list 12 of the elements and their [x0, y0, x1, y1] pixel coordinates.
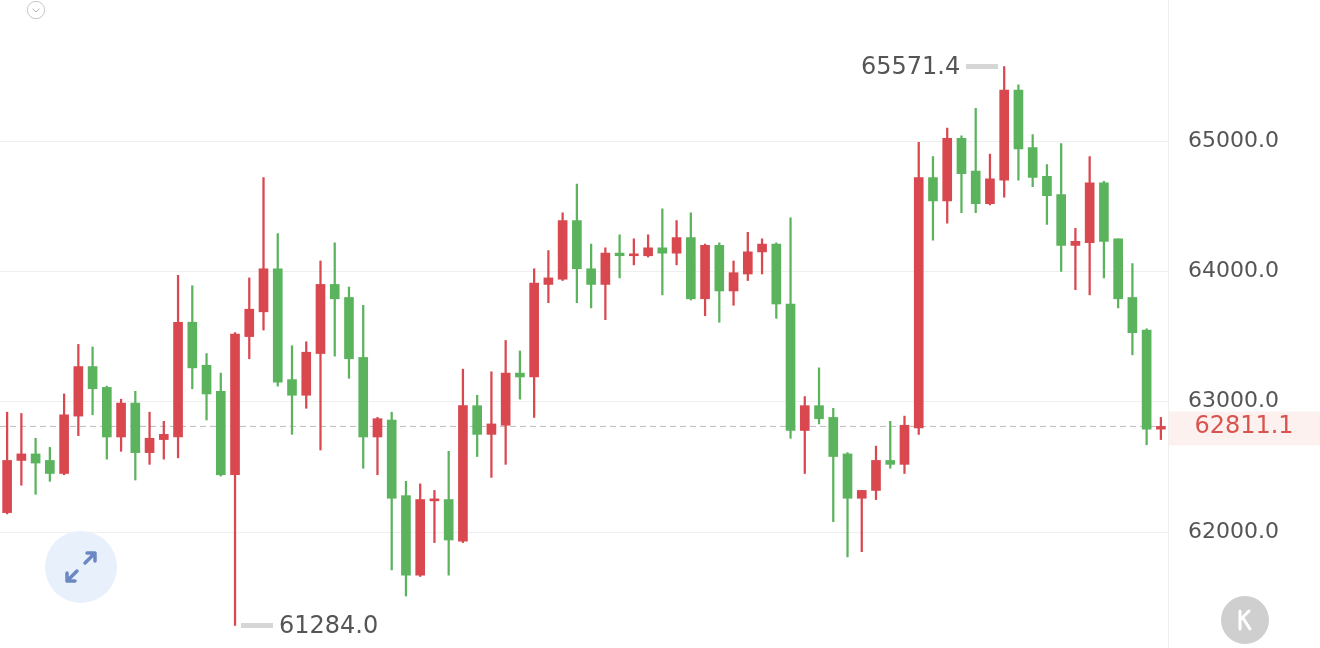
y-tick-label: 65000.0: [1188, 126, 1279, 152]
candlestick: [1070, 228, 1081, 290]
candlestick: [258, 177, 269, 331]
y-tick-label: 62000.0: [1188, 517, 1279, 543]
annotation: 61284.0: [279, 610, 379, 639]
y-tick-label: 63000.0: [1188, 387, 1279, 413]
candlestick: [543, 250, 554, 304]
annotation: 65571.4: [860, 51, 961, 80]
ref-line-label: 62811.1: [1194, 410, 1294, 439]
y-tick-label: 64000.0: [1188, 257, 1279, 283]
candlestick: [144, 411, 155, 465]
candlestick: [486, 371, 497, 478]
